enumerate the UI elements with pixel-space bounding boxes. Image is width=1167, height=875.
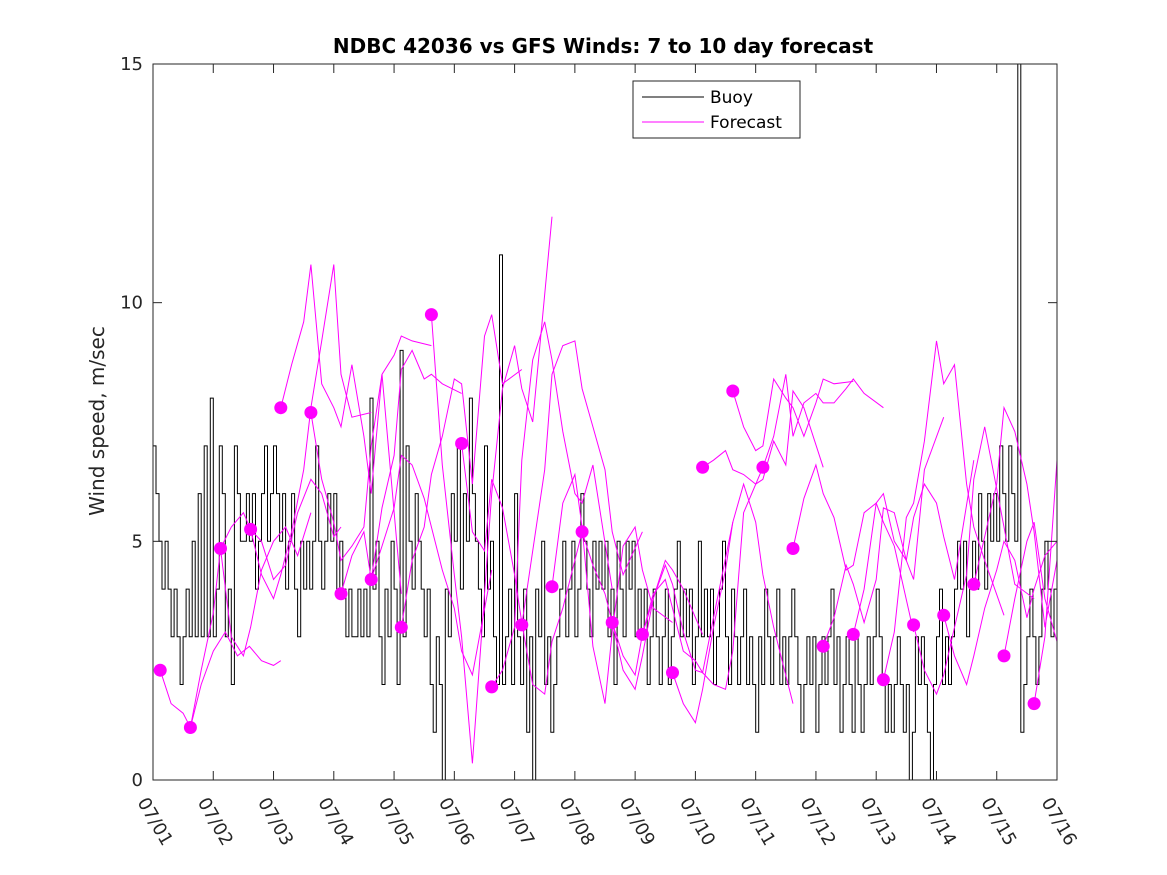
forecast-point: [183, 721, 197, 734]
forecast-line-3: [220, 478, 342, 581]
forecast-point: [726, 384, 740, 398]
forecast-point: [1027, 697, 1041, 711]
forecast-line-5: [280, 264, 402, 594]
forecast-point: [876, 673, 890, 687]
forecast-line-14: [551, 472, 673, 704]
forecast-point: [937, 608, 951, 622]
forecast-point: [907, 618, 921, 632]
forecast-line-25: [882, 340, 1005, 680]
forecast-point: [967, 577, 981, 591]
y-tick-label: 5: [132, 531, 143, 552]
forecast-line-6: [310, 335, 432, 562]
forecast-point: [153, 663, 167, 677]
legend-forecast-label: Forecast: [710, 113, 782, 133]
forecast-point: [515, 618, 529, 632]
forecast-line-21: [762, 374, 884, 468]
y-tick-label: 10: [120, 293, 143, 314]
forecast-point: [364, 573, 378, 586]
forecast-point: [635, 627, 649, 641]
forecast-line-16: [611, 522, 734, 677]
forecast-dots: [153, 308, 1041, 734]
y-tick-label: 0: [132, 770, 143, 791]
forecast-line-10: [430, 216, 553, 764]
forecast-line-28: [973, 405, 1057, 628]
forecast-point: [545, 580, 559, 594]
forecast-point: [244, 522, 258, 536]
y-axis-label: Wind speed, m/sec: [85, 326, 109, 516]
forecast-line-9: [400, 314, 523, 628]
forecast-line-18: [672, 482, 794, 724]
forecast-line-11: [461, 443, 583, 696]
forecast-point: [304, 406, 318, 419]
forecast-series: [159, 216, 1057, 764]
buoy-series: [153, 64, 1057, 780]
chart-title: NDBC 42036 vs GFS Winds: 7 to 10 day for…: [333, 34, 874, 58]
forecast-line-17: [641, 467, 764, 690]
forecast-point: [334, 587, 348, 601]
buoy-line: [153, 64, 1057, 780]
forecast-line-13: [521, 340, 643, 625]
forecast-point: [214, 542, 227, 555]
forecast-point: [424, 308, 438, 322]
forecast-point: [605, 616, 619, 629]
forecast-line-30: [1033, 460, 1057, 704]
forecast-point: [786, 542, 800, 555]
forecast-line-26: [913, 426, 1035, 696]
forecast-point: [394, 620, 408, 634]
forecast-line-4: [250, 264, 372, 600]
forecast-point: [485, 680, 499, 694]
forecast-line-23: [822, 417, 945, 647]
forecast-line-22: [792, 463, 915, 633]
legend: Buoy Forecast: [632, 80, 801, 139]
forecast-point: [756, 460, 770, 474]
forecast-point: [997, 649, 1011, 663]
forecast-point: [696, 460, 710, 474]
forecast-line-15: [581, 531, 704, 691]
forecast-line-24: [852, 460, 975, 635]
forecast-point: [274, 401, 288, 415]
forecast-line-27: [943, 539, 1057, 687]
forecast-point: [575, 525, 589, 539]
legend-box: [632, 80, 801, 139]
forecast-point: [666, 666, 679, 680]
forecast-point: [816, 639, 830, 653]
forecast-line-7: [340, 349, 462, 594]
forecast-line-19: [702, 389, 824, 485]
forecast-line-1: [159, 630, 282, 729]
forecast-point: [846, 627, 860, 641]
legend-buoy-label: Buoy: [710, 88, 753, 108]
forecast-line-2: [189, 512, 312, 728]
forecast-point: [455, 437, 469, 450]
forecast-line-12: [491, 321, 613, 688]
y-tick-label: 15: [120, 54, 143, 75]
plot-frame: [152, 63, 1058, 781]
